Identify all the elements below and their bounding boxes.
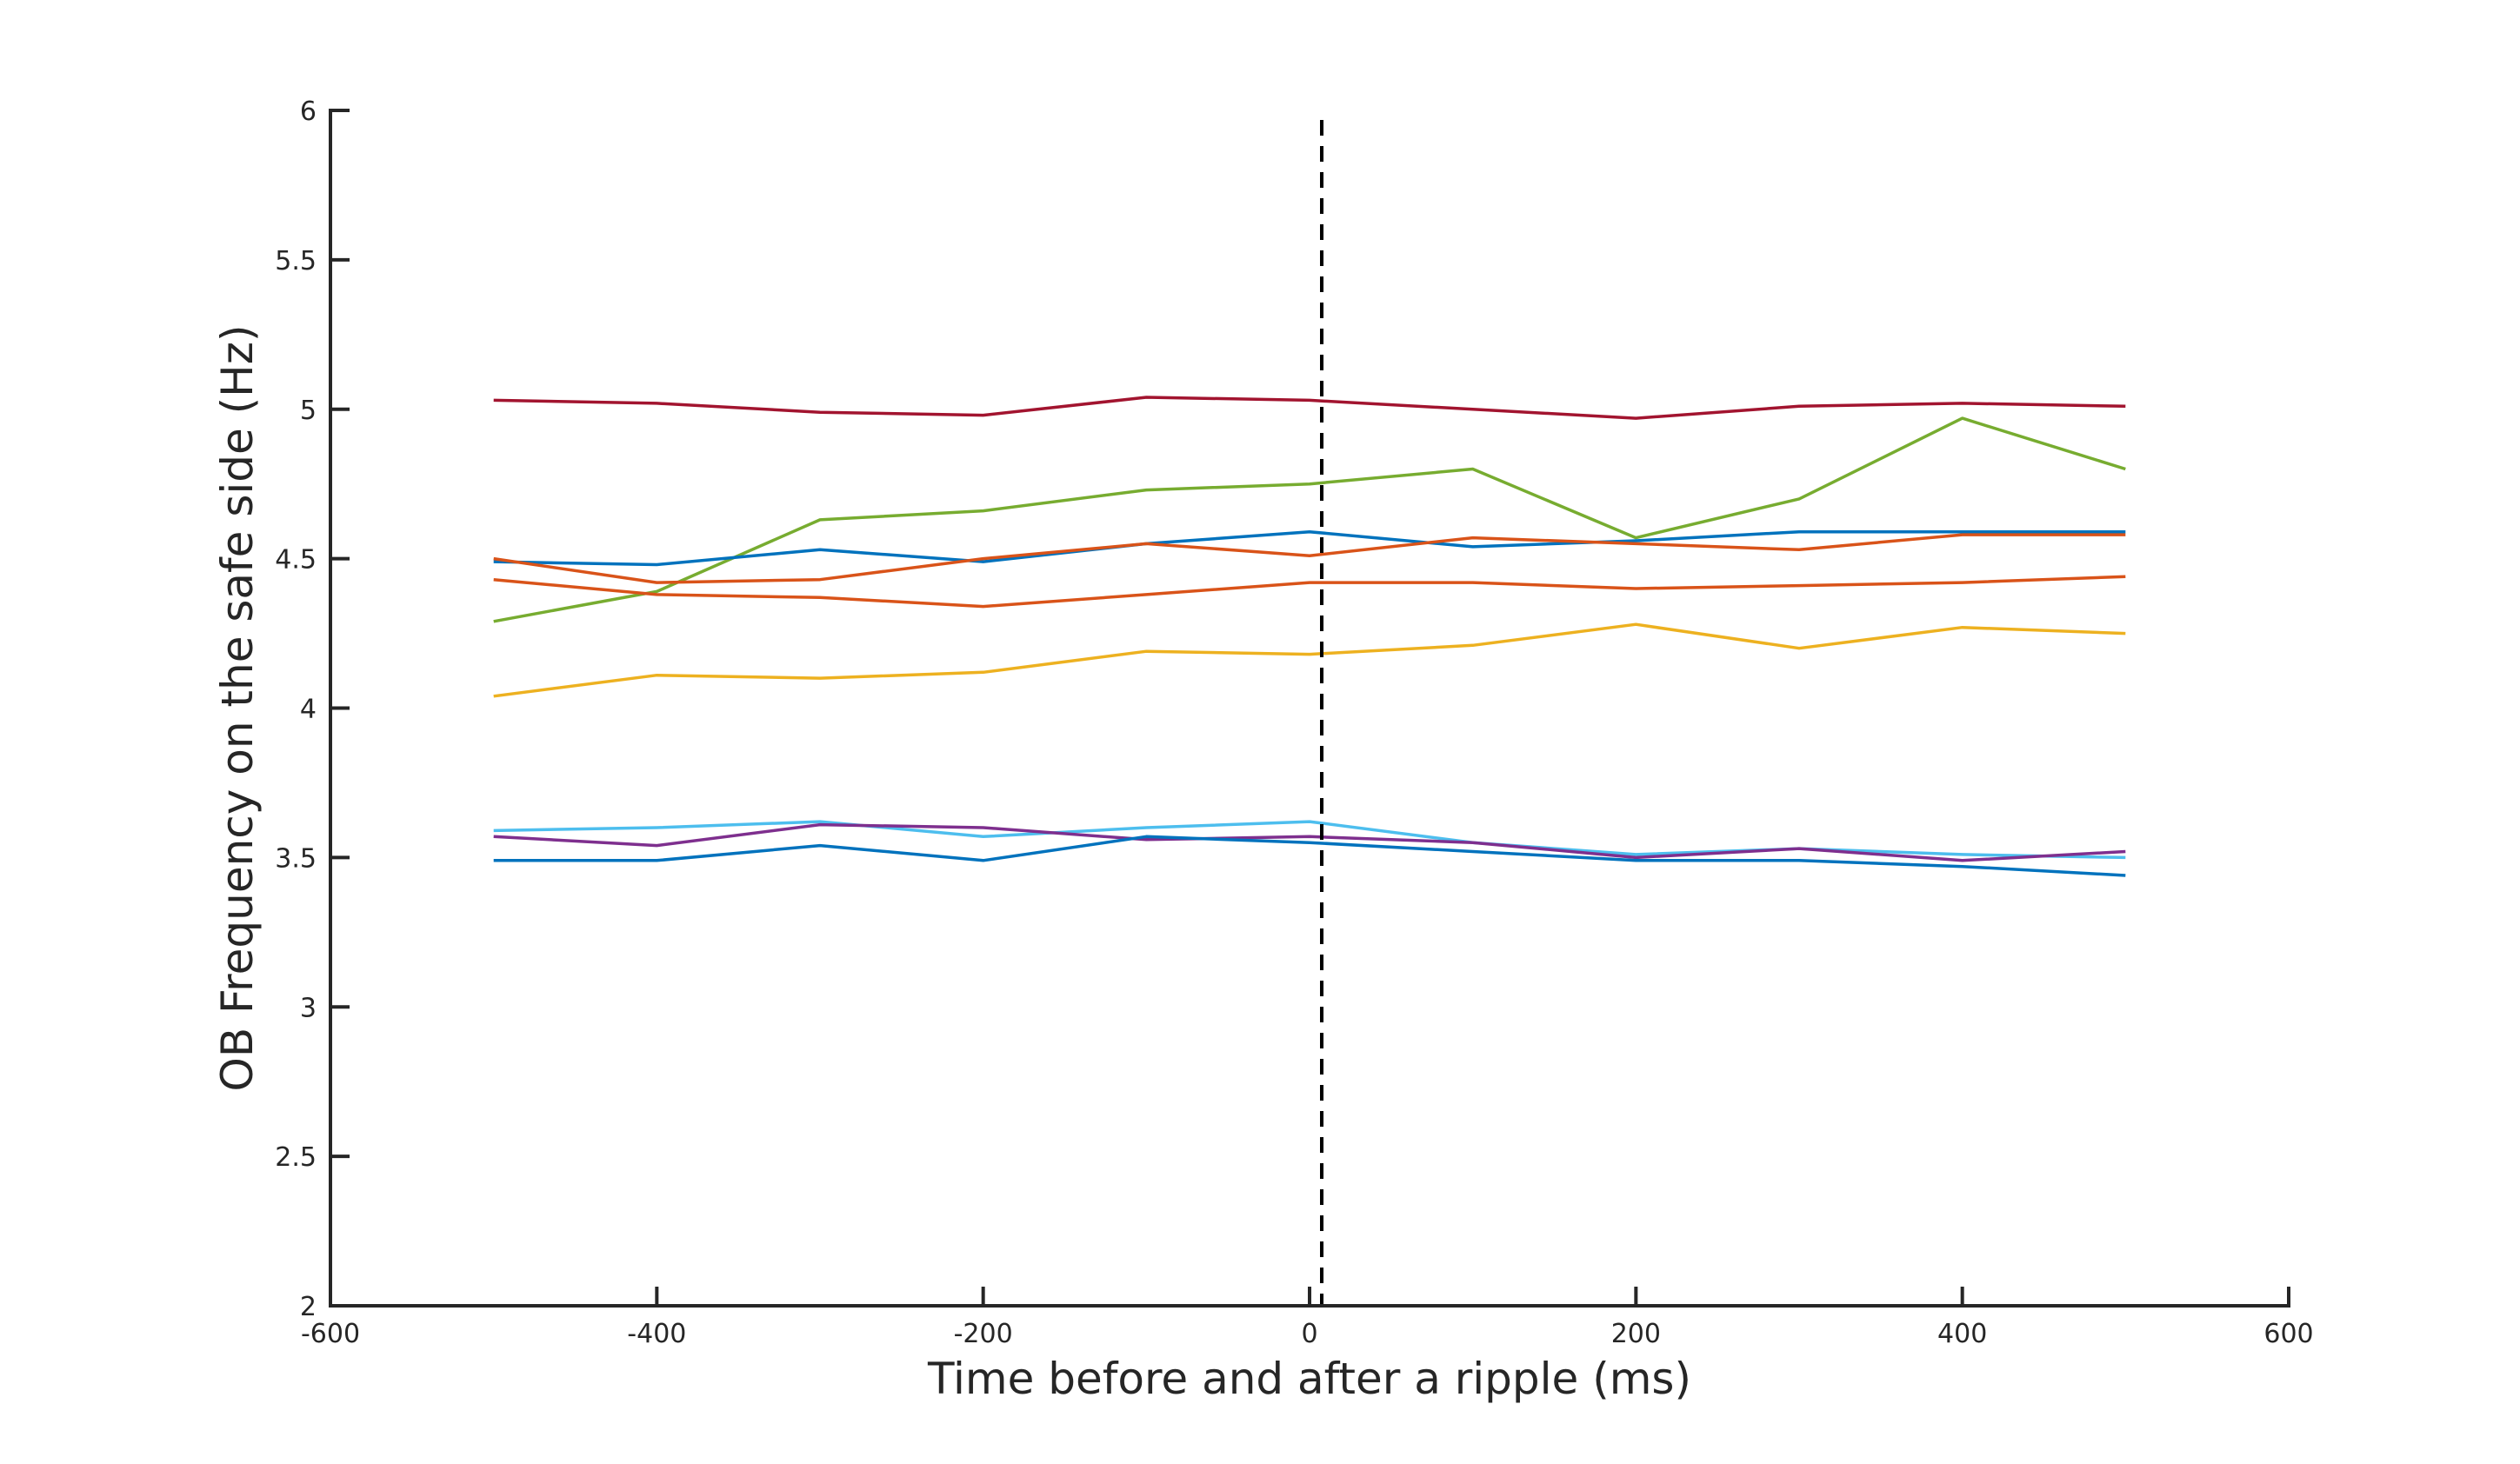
y-ticks: 2 2.5 3 3.5 4 4.5 5 5.5 6: [275, 96, 350, 1322]
x-tick-label: 0: [1301, 1319, 1317, 1349]
x-axis-label: Time before and after a ripple (ms): [927, 1354, 1691, 1404]
x-ticks: -600 -400 -200 0 200 400 600: [301, 1287, 2314, 1349]
x-tick-label: -600: [301, 1319, 360, 1349]
series-line-3: [493, 529, 2126, 567]
series-layer: [493, 396, 2126, 877]
y-tick-label: 5: [300, 396, 317, 426]
x-tick-label: 200: [1611, 1319, 1661, 1349]
series-line-9: [493, 835, 2126, 877]
axes-layer: [329, 109, 2290, 1308]
y-tick-label: 4: [300, 695, 317, 725]
series-line-7: [493, 820, 2126, 860]
y-tick-label: 5.5: [275, 246, 317, 276]
x-tick-label: 600: [2263, 1319, 2313, 1349]
y-tick-label: 6: [300, 96, 317, 127]
x-tick-label: 400: [1937, 1319, 1987, 1349]
y-tick-label: 3.5: [275, 843, 317, 874]
series-line-4: [493, 533, 2126, 584]
y-axis-label: OB Frequency on the safe side (Hz): [212, 324, 263, 1091]
y-tick-label: 4.5: [275, 545, 317, 576]
series-line-8: [493, 822, 2126, 862]
x-tick-label: -200: [954, 1319, 1013, 1349]
y-tick-label: 2.5: [275, 1142, 317, 1173]
series-line-6: [493, 622, 2126, 698]
y-tick-label: 2: [300, 1292, 317, 1322]
x-tick-label: -400: [627, 1319, 686, 1349]
series-line-2: [493, 416, 2126, 623]
series-line-1: [493, 396, 2126, 420]
y-tick-label: 3: [300, 993, 317, 1023]
series-line-5: [493, 575, 2126, 609]
